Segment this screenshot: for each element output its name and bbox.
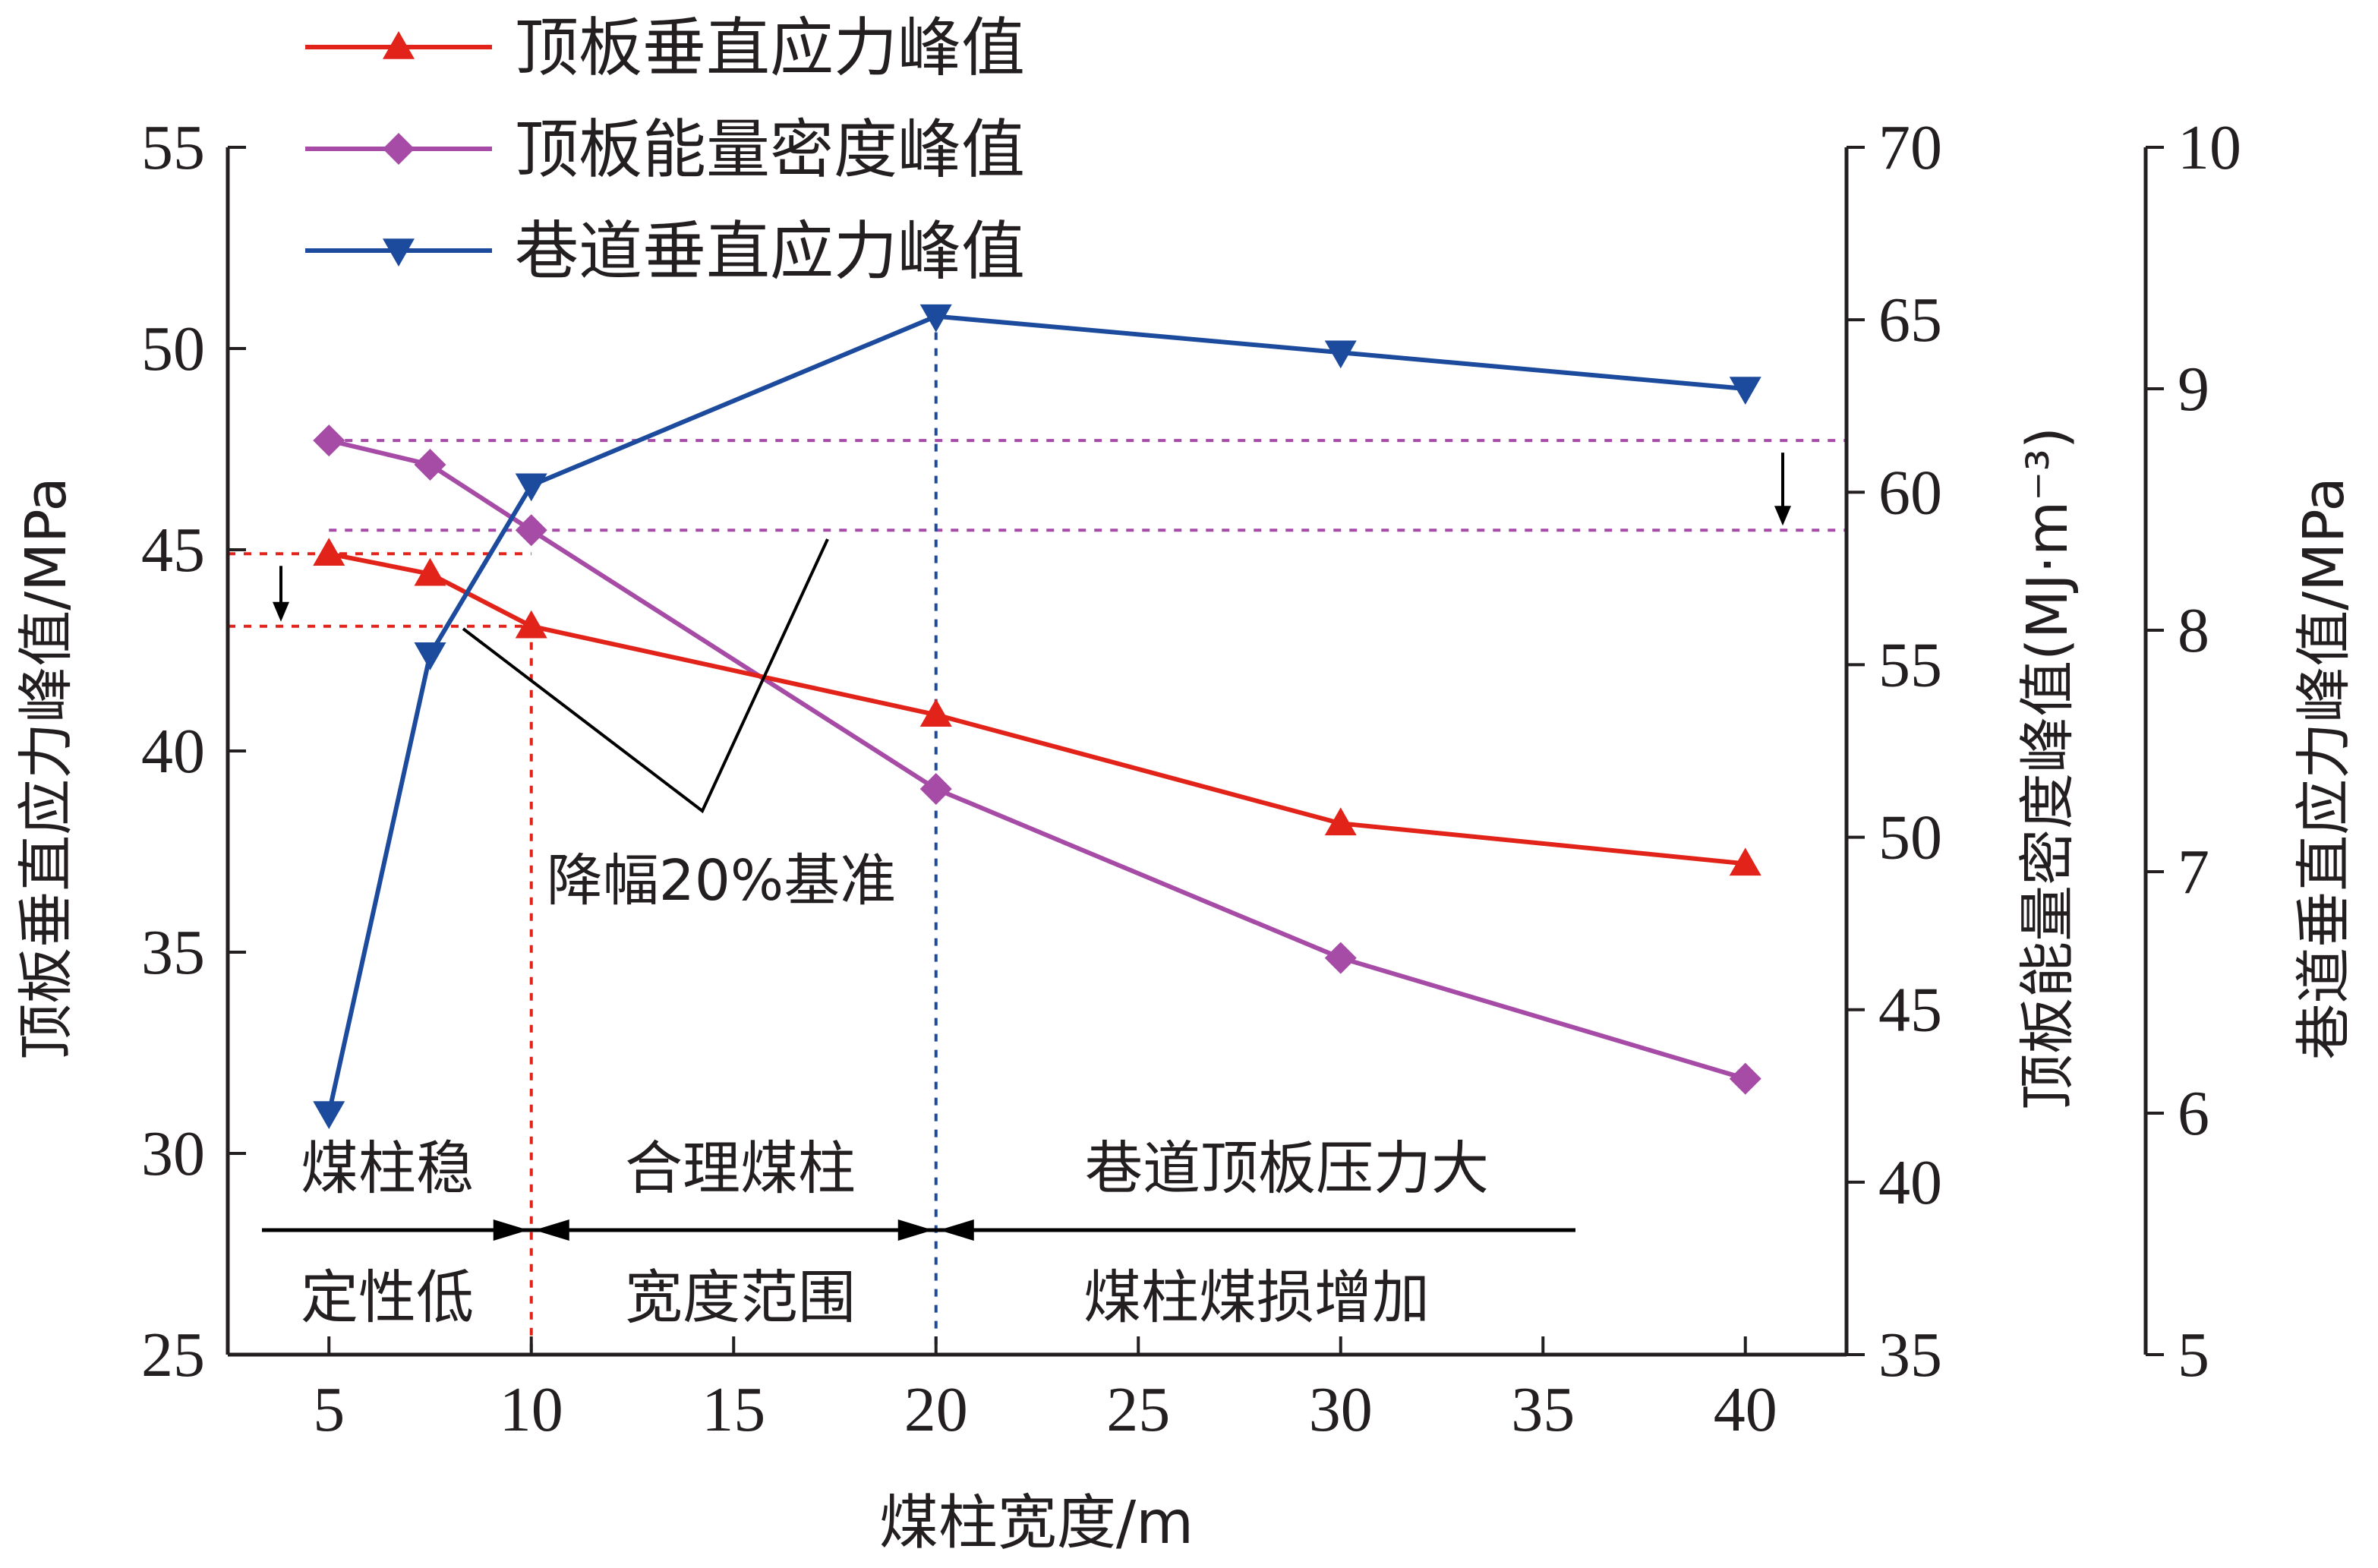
stress-drop-arrow-head — [273, 601, 289, 622]
series-line — [328, 551, 1746, 866]
x-tick-label: 40 — [1714, 1374, 1777, 1445]
x-tick-label: 10 — [500, 1374, 563, 1445]
zone-arrow — [938, 1219, 974, 1241]
legend-item: 顶板垂直应力峰值 — [305, 11, 1025, 85]
legend-label: 巷道垂直应力峰值 — [515, 214, 1025, 289]
legend-label: 顶板能量密度峰值 — [515, 112, 1025, 187]
reference-lines — [228, 316, 1847, 1355]
right1-tick-label: 70 — [1878, 112, 1942, 183]
series-left — [313, 538, 1761, 876]
data-point — [1729, 377, 1761, 405]
zone-2-top: 合理煤柱 — [625, 1134, 856, 1202]
left-tick-label: 40 — [141, 716, 205, 787]
right2-tick-label: 9 — [2178, 354, 2209, 424]
zone-arrow — [897, 1219, 933, 1241]
legend-item: 巷道垂直应力峰值 — [305, 214, 1025, 289]
zone-1-top: 煤柱稳 — [301, 1134, 474, 1202]
right2-tick-label: 8 — [2178, 595, 2209, 666]
x-tick-label: 20 — [904, 1374, 968, 1445]
right1-tick-label: 50 — [1878, 803, 1942, 873]
left-tick-label: 50 — [141, 314, 205, 384]
x-tick-label: 5 — [313, 1374, 345, 1445]
right2-tick-label: 10 — [2178, 112, 2241, 183]
data-point — [414, 448, 446, 481]
data-point — [1729, 847, 1761, 876]
zone-3-bottom: 煤柱煤损增加 — [1083, 1264, 1430, 1331]
zone-arrow — [534, 1219, 569, 1241]
data-point — [414, 642, 446, 670]
x-tick-label: 25 — [1106, 1374, 1170, 1445]
data-point — [919, 699, 952, 727]
left-tick-label: 35 — [141, 917, 205, 988]
benchmark-label: 降幅20%基准 — [547, 848, 896, 913]
left-tick-label: 45 — [141, 515, 205, 585]
energy-drop-arrow-head — [1774, 506, 1791, 526]
data-point — [919, 772, 952, 805]
right1-tick-label: 40 — [1878, 1147, 1942, 1218]
data-point — [313, 538, 345, 566]
data-point — [1324, 942, 1357, 974]
data-point — [515, 610, 547, 639]
data-point — [313, 424, 345, 457]
right1-tick-label: 65 — [1878, 285, 1942, 355]
x-tick-label: 35 — [1511, 1374, 1575, 1445]
zone-2-bottom: 宽度范围 — [625, 1264, 856, 1331]
data-point — [1324, 807, 1357, 836]
right1-tick-label: 60 — [1878, 457, 1942, 528]
right2-tick-label: 6 — [2178, 1078, 2209, 1149]
x-tick-label: 30 — [1309, 1374, 1373, 1445]
legend-item: 顶板能量密度峰值 — [305, 112, 1025, 187]
right1-tick-label: 35 — [1878, 1320, 1942, 1390]
right1-tick-label: 55 — [1878, 629, 1942, 700]
series — [313, 304, 1761, 1129]
annotations — [262, 538, 1575, 1241]
x-axis-label: 煤柱宽度/m — [879, 1489, 1194, 1557]
x-tick-label: 15 — [702, 1374, 765, 1445]
benchmark-leader — [462, 538, 829, 814]
right1-axis-label: 顶板能量密度峰值(MJ·m⁻³) — [2015, 427, 2080, 1110]
data-point — [1729, 1062, 1761, 1095]
left-tick-label: 25 — [141, 1320, 205, 1390]
right2-axis-label: 巷道垂直应力峰值/MPa — [2291, 477, 2357, 1059]
left-axis-label: 顶板垂直应力峰值/MPa — [14, 477, 79, 1059]
data-point — [515, 473, 547, 502]
legend-marker — [383, 133, 415, 165]
data-point — [919, 304, 952, 333]
right2-tick-label: 7 — [2178, 837, 2209, 907]
series-line — [326, 314, 1746, 1114]
data-point — [515, 514, 547, 547]
legend-marker — [383, 31, 415, 59]
legend-label: 顶板垂直应力峰值 — [515, 11, 1025, 85]
data-point — [414, 557, 446, 586]
legend-marker — [383, 238, 415, 267]
zone-3-top: 巷道顶板压力大 — [1085, 1134, 1489, 1202]
right1-tick-label: 45 — [1878, 975, 1942, 1046]
zone-1-bottom: 定性低 — [301, 1264, 474, 1331]
data-point — [1324, 340, 1357, 369]
series-line — [328, 438, 1746, 1081]
series-right2 — [313, 304, 1761, 1129]
series-right1 — [313, 424, 1761, 1095]
data-point — [313, 1101, 345, 1129]
left-tick-label: 30 — [141, 1118, 205, 1189]
axes: 5 10 15 20 25 30 35 40 25 30 35 40 45 50 55 35 40 45 50 55 6… — [141, 112, 2241, 1445]
zone-arrow — [493, 1219, 528, 1241]
left-tick-label: 55 — [141, 112, 205, 183]
right2-tick-label: 5 — [2178, 1320, 2209, 1390]
